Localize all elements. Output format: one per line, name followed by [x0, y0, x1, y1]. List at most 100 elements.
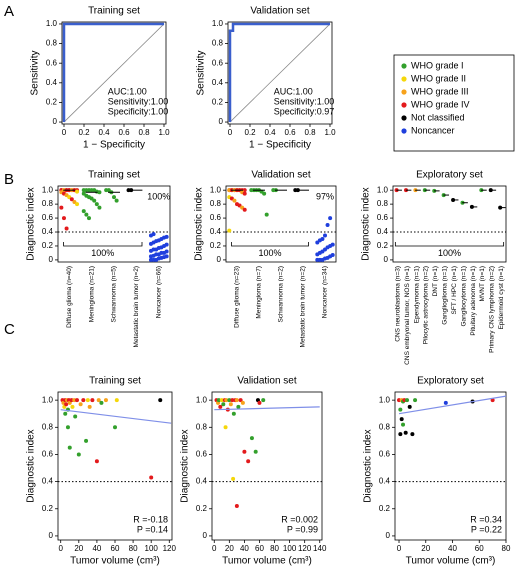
y-tick-label: 1.0 [210, 185, 222, 194]
data-point [75, 202, 80, 207]
y-tick-label: 0.4 [377, 227, 389, 236]
legend-marker [401, 102, 407, 108]
data-point [223, 425, 228, 430]
stat-annotation: P =0.22 [471, 524, 502, 534]
annotation: AUC:1.00 [274, 86, 313, 96]
plot-frame [394, 391, 507, 541]
x-tick-label: 0.4 [264, 128, 276, 137]
data-point [84, 438, 89, 443]
data-point [99, 400, 104, 405]
y-tick-label: 0.6 [46, 58, 58, 67]
data-point [443, 400, 448, 405]
x-category-label: Gangliocytoma (n=1) [460, 266, 467, 327]
data-point [398, 407, 403, 412]
data-point [328, 216, 333, 221]
x-category-label: Pituitary adenoma (n=1) [470, 266, 477, 336]
x-axis-label: 1 − Specificity [249, 140, 311, 151]
y-tick-label: 0.4 [210, 227, 222, 236]
data-point [96, 398, 101, 403]
stat-annotation: R =0.002 [281, 514, 318, 524]
plot-frame [392, 185, 507, 263]
x-tick-label: 0.8 [304, 128, 316, 137]
x-category-label: Meningioma (n=21) [88, 266, 95, 322]
data-point [61, 216, 66, 221]
data-point [242, 191, 247, 196]
data-point [81, 209, 86, 214]
x-tick-label: 60 [255, 544, 264, 553]
y-tick-label: 0 [386, 531, 391, 540]
chart-title: Training set [88, 6, 140, 17]
data-point [151, 232, 156, 237]
y-axis-label: Diagnostic index [194, 187, 205, 260]
annotation: Sensitivity:1.00 [108, 96, 169, 106]
y-tick-label: 0.2 [42, 241, 54, 250]
data-point [85, 398, 90, 403]
data-point [92, 198, 97, 203]
y-tick-label: 0.2 [377, 241, 389, 250]
roc-curve [62, 22, 164, 122]
chart-title: Validation set [251, 170, 311, 181]
data-point [224, 398, 229, 403]
y-tick-label: 0.6 [42, 213, 54, 222]
x-category-label: CNS neuroblastoma (n=3) [394, 266, 401, 342]
x-tick-label: 0 [58, 544, 63, 553]
fit-line [398, 395, 507, 415]
y-axis-label: Sensitivity [196, 50, 207, 95]
data-point [219, 398, 224, 403]
legend-label: Noncancer [411, 125, 455, 135]
data-point [69, 197, 74, 202]
reference-diagonal [229, 23, 331, 123]
data-point [65, 425, 70, 430]
x-category-label: Meningioma (n=7) [256, 266, 263, 319]
data-point [63, 411, 68, 416]
data-point [238, 398, 243, 403]
x-tick-label: 20 [225, 544, 234, 553]
plot-frame [57, 185, 171, 263]
bracket [231, 241, 309, 247]
roc-curve [228, 22, 330, 122]
y-tick-label: 0.4 [212, 78, 224, 87]
data-point [253, 449, 258, 454]
x-category-label: Schwannoma (n=2) [278, 266, 285, 323]
y-axis-label: Diagnostic index [180, 429, 191, 502]
stat-annotation: R =-0.18 [133, 514, 168, 524]
data-point [221, 402, 226, 407]
x-tick-label: 0.8 [138, 128, 150, 137]
data-point [240, 400, 245, 405]
bracket-label: 100% [258, 248, 281, 258]
data-point [246, 459, 251, 464]
x-category-label: Diffuse glioma (n=23) [234, 266, 241, 328]
x-tick-label: 40 [448, 544, 457, 553]
legend-label: WHO grade I [411, 60, 464, 70]
panel-letter: C [4, 321, 15, 338]
y-tick-label: 0.6 [42, 450, 54, 459]
data-point [236, 404, 241, 409]
x-tick-label: 20 [74, 544, 83, 553]
y-axis-label: Diagnostic index [363, 429, 374, 502]
x-category-label: Pilocytic astrocytoma (n=2) [423, 266, 430, 344]
data-point [413, 398, 418, 403]
data-point [399, 417, 404, 422]
x-tick-label: 0.2 [244, 128, 256, 137]
annotation: 97% [316, 192, 334, 202]
x-tick-label: 60 [111, 544, 120, 553]
x-axis-label: Tumor volume (cm³) [406, 556, 496, 567]
fit-line [60, 409, 172, 424]
x-tick-label: 0 [62, 128, 67, 137]
annotation: Specificity:0.97 [274, 106, 335, 116]
annotation: Sensitivity:1.00 [274, 96, 335, 106]
data-point [75, 398, 79, 403]
x-tick-label: 140 [313, 544, 327, 553]
bracket-label: 100% [438, 248, 461, 258]
x-category-label: Ganglioglioma (n=1) [442, 266, 449, 325]
data-point [86, 216, 91, 221]
y-tick-label: 1.0 [379, 395, 391, 404]
data-point [70, 404, 75, 409]
y-tick-label: 0.6 [379, 450, 391, 459]
x-axis-label: Tumor volume (cm³) [70, 556, 160, 567]
y-axis-label: Sensitivity [30, 50, 41, 95]
y-axis-label: Diagnostic index [361, 187, 372, 260]
data-point [113, 425, 117, 430]
data-point [75, 189, 80, 194]
legend-marker [401, 76, 407, 82]
